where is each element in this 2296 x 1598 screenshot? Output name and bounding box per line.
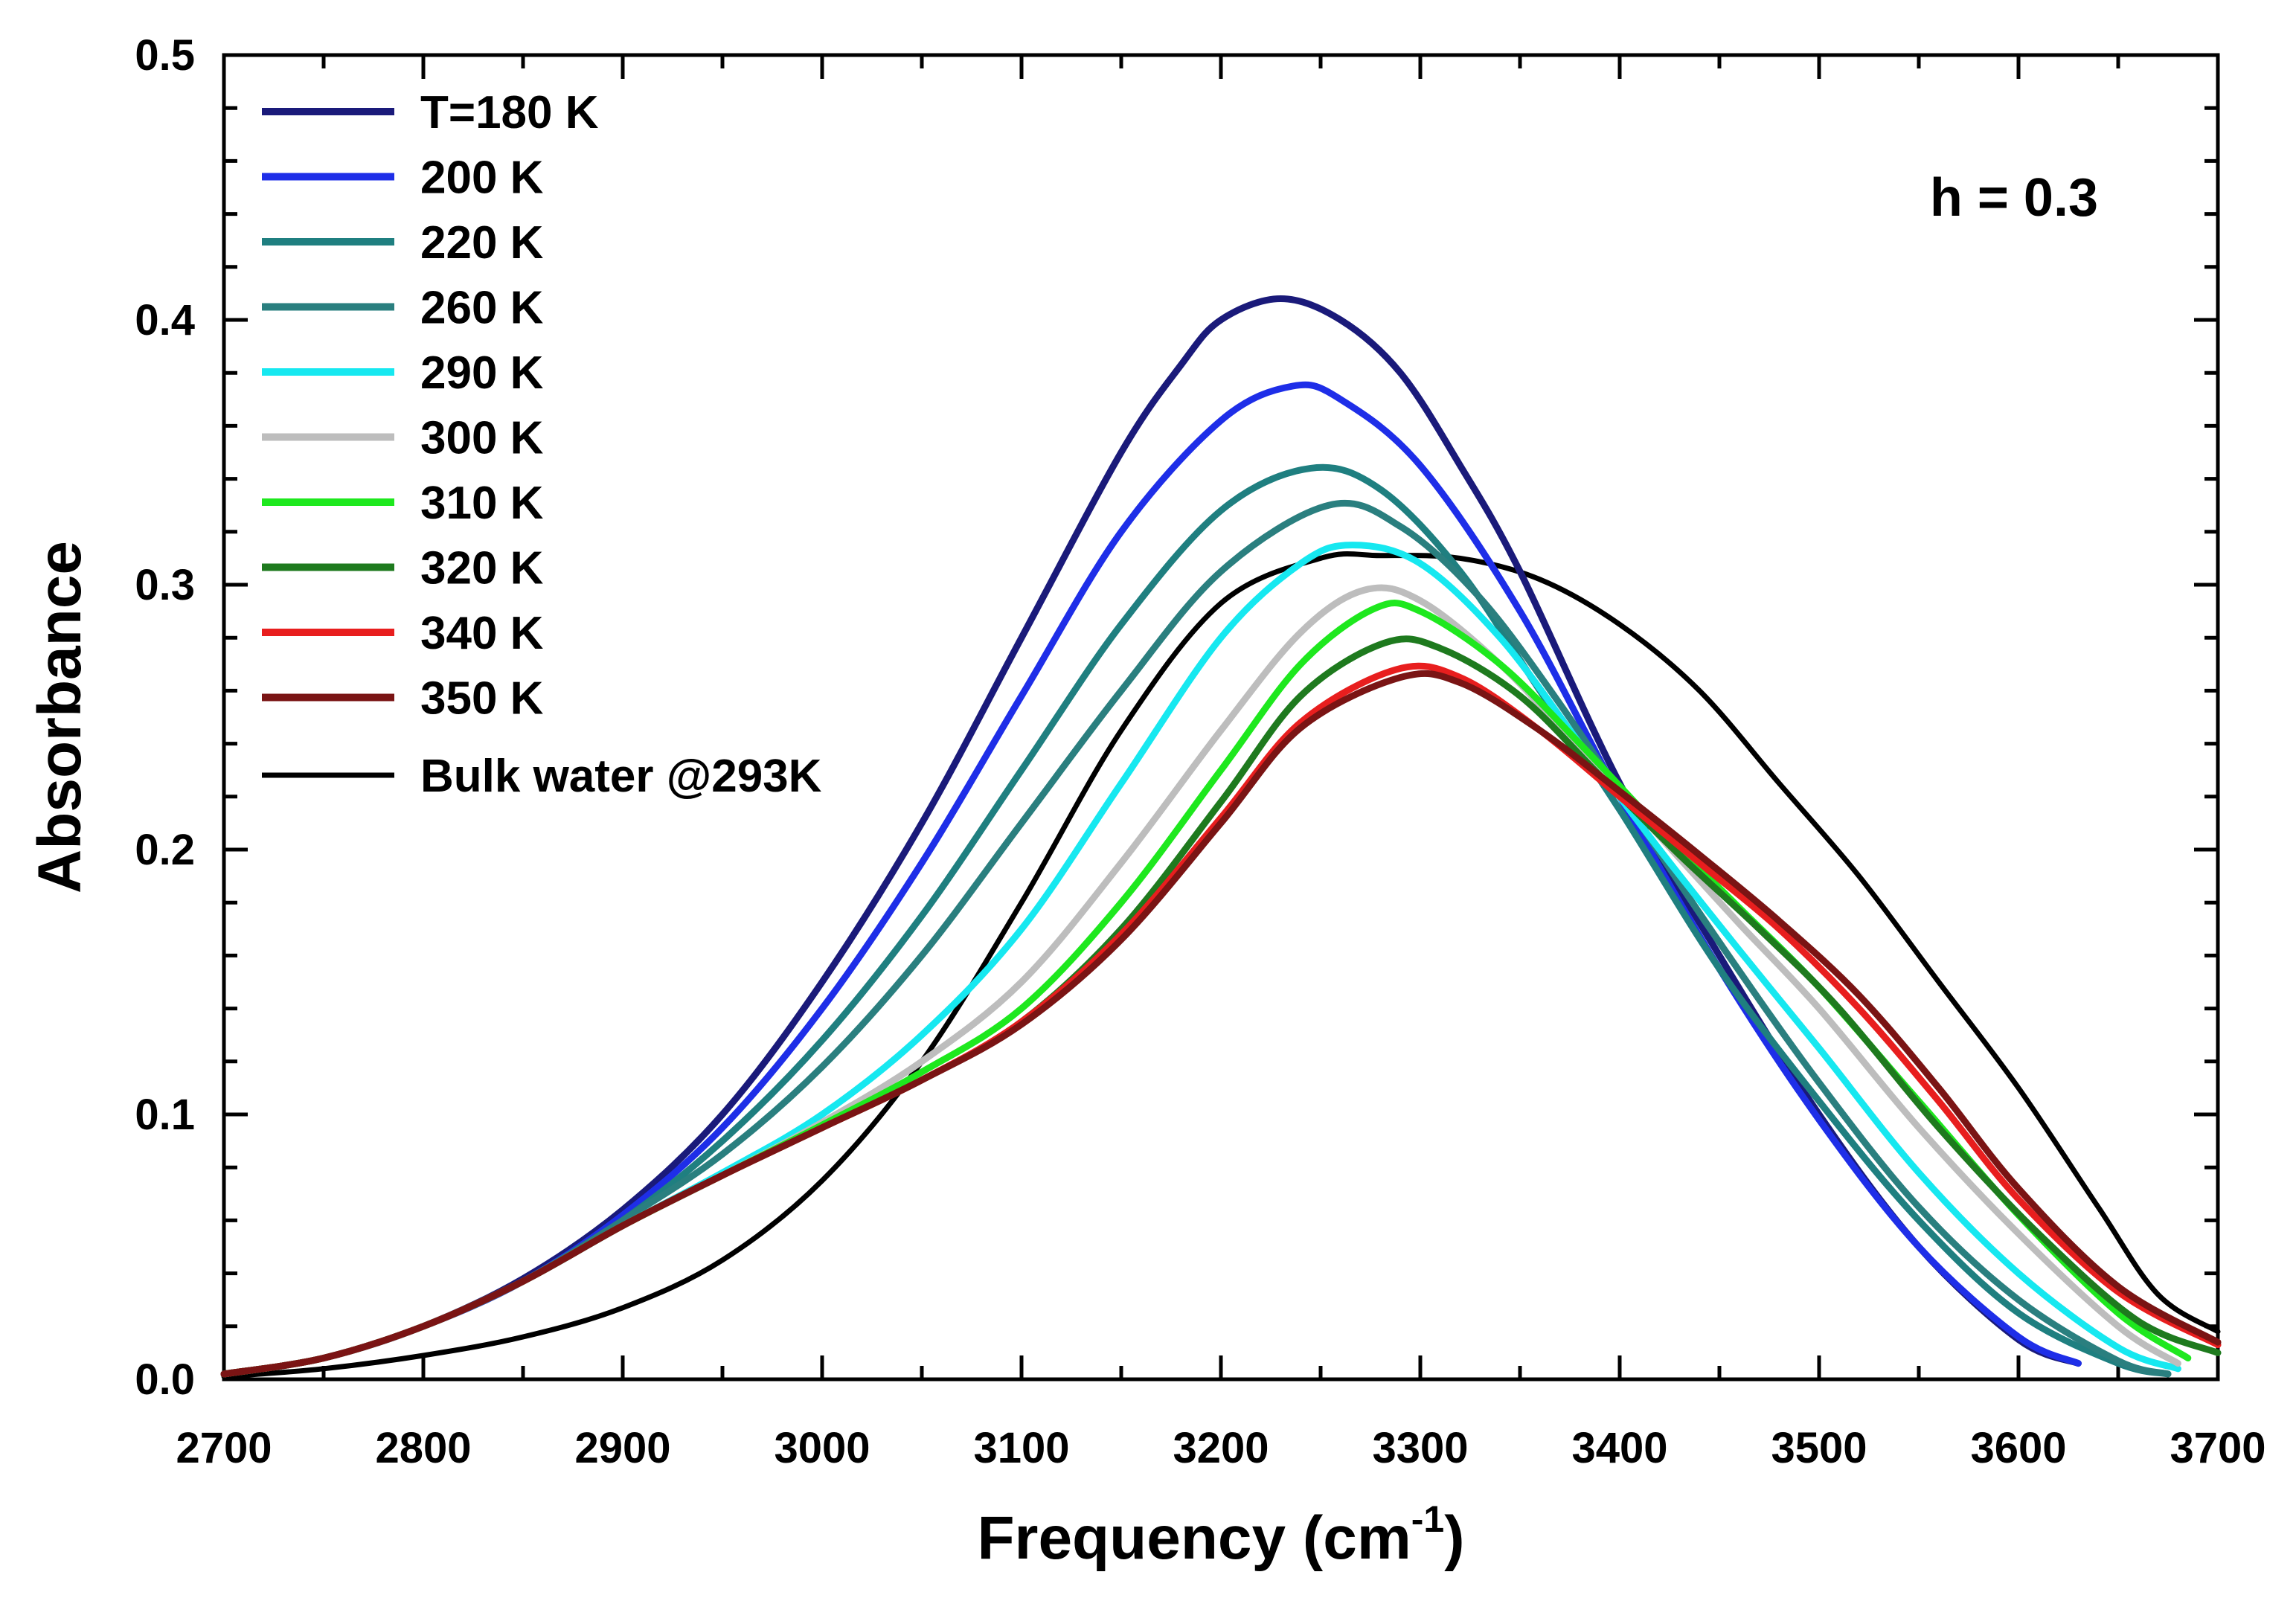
series-line-bulk-water-293k [221, 551, 2221, 1379]
legend-label-220-k: 220 K [420, 217, 544, 269]
x-axis-title-suffix: ) [1444, 1504, 1464, 1572]
legend-label-320-k: 320 K [420, 543, 544, 594]
legend-label-300-k: 300 K [420, 413, 544, 464]
y-tick-label: 0.4 [135, 296, 195, 344]
legend-label-290-k: 290 K [420, 347, 544, 399]
legend-label-bulk-water-293k: Bulk water @293K [420, 751, 822, 802]
y-tick-label: 0.2 [135, 826, 195, 874]
legend: T=180 K 200 K 220 K 260 K 290 K 300 K 310 K 320… [262, 87, 822, 802]
x-tick-label: 3300 [1372, 1424, 1468, 1472]
series-line-200-k [220, 381, 2082, 1378]
x-tick-label: 3100 [973, 1424, 1069, 1472]
legend-label-260-k: 260 K [420, 283, 544, 334]
legend-label-340-k: 340 K [420, 608, 544, 659]
y-tick-label: 0.1 [135, 1091, 195, 1139]
x-tick-label: 3600 [1970, 1424, 2066, 1472]
series-line-290-k [220, 542, 2181, 1378]
x-tick-label: 3500 [1771, 1424, 1867, 1472]
x-tick-labels: 2700 2800 2900 3000 3100 3200 3300 3400 3500 3600… [176, 1424, 2265, 1472]
x-tick-label: 2800 [375, 1424, 471, 1472]
legend-label-200-k: 200 K [420, 153, 544, 204]
series-line-350-k [220, 670, 2222, 1378]
legend-label-310-k: 310 K [420, 478, 544, 529]
x-tick-label: 3200 [1173, 1424, 1269, 1472]
axis-ticks [222, 53, 2220, 1382]
x-axis-title: Frequency (cm-1) [977, 1498, 1464, 1572]
x-tick-label: 3700 [2170, 1424, 2265, 1472]
x-tick-label: 2900 [574, 1424, 670, 1472]
y-tick-labels: 0.0 0.1 0.2 0.3 0.4 0.5 [135, 31, 195, 1404]
x-tick-label: 2700 [176, 1424, 272, 1472]
x-axis-title-superscript: -1 [1411, 1498, 1444, 1540]
y-tick-label: 0.5 [135, 31, 195, 80]
x-axis-title-main: Frequency (cm [977, 1504, 1411, 1572]
y-tick-label: 0.0 [135, 1355, 195, 1404]
series-lines [220, 295, 2222, 1379]
series-line-220-k [220, 463, 2172, 1378]
annotation-h: h = 0.3 [1930, 168, 2098, 228]
legend-label-350-k: 350 K [420, 673, 544, 725]
y-tick-label: 0.3 [135, 561, 195, 609]
series-line-320-k [220, 635, 2222, 1378]
y-axis-title: Absorbance [26, 541, 94, 893]
x-tick-label: 3000 [774, 1424, 870, 1472]
legend-label-t-180-k: T=180 K [420, 87, 599, 138]
x-tick-label: 3400 [1571, 1424, 1667, 1472]
